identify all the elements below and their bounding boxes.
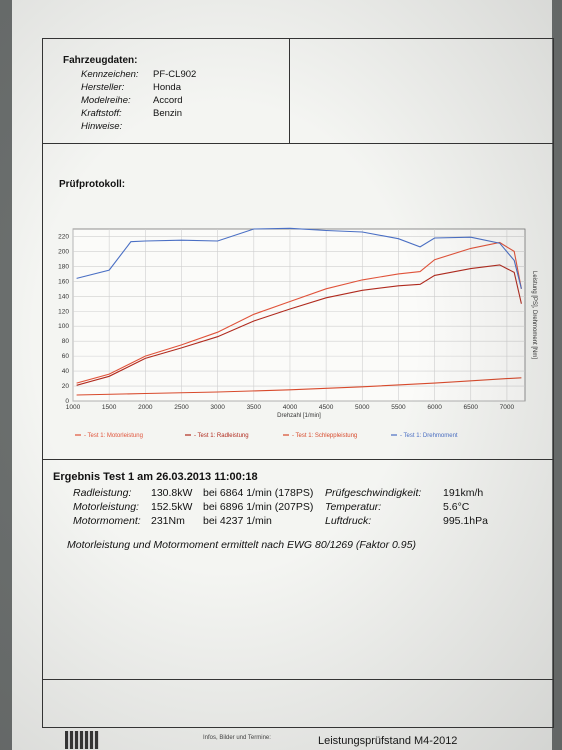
y-tick-label: 160 [58,278,69,285]
y-tick-label: 60 [62,353,70,360]
vehicle-value: Benzin [153,108,183,119]
section-divider [43,143,553,144]
protocol-frame: Fahrzeugdaten: Kennzeichen: PF-CL902 Hers… [42,38,554,749]
vehicle-label: Hersteller: [81,82,125,93]
result-value: 152.5kW [151,501,193,513]
result-row-right: Prüfgeschwindigkeit: 191km/h [325,487,483,499]
result-row: Motorleistung: 152.5kW bei 6896 1/min (207… [73,501,313,513]
result-value: 231Nm [151,515,185,527]
vehicle-label: Kennzeichen: [81,69,139,80]
result-label: Prüfgeschwindigkeit: [325,487,422,499]
result-value: 995.1hPa [443,515,488,527]
document-page: Fahrzeugdaten: Kennzeichen: PF-CL902 Hers… [12,0,554,750]
protocol-title: Prüfprotokoll: [59,179,126,190]
result-value: 5.6°C [443,501,470,513]
result-value: 130.8kW [151,487,193,499]
x-tick-label: 7000 [500,404,515,411]
footer-title: Leistungsprüfstand M4-2012 [318,735,458,747]
x-tick-label: 2000 [138,404,153,411]
x-tick-label: 6500 [464,404,479,411]
legend-entry: - Test 1: Motorleistung [84,433,143,439]
dyno-chart: 0 20 40 60 80 100 120 140 160 180 200 220 1000 1500 20… [58,227,537,439]
x-tick-label: 1000 [66,404,81,411]
y-tick-label: 220 [58,233,69,240]
y-tick-label: 120 [58,308,69,315]
x-axis-label: Drehzahl [1/min] [277,413,321,419]
series-line [76,241,522,384]
x-tick-label: 6000 [427,404,442,411]
vehicle-row: Modelreihe: Accord [81,95,183,106]
section-divider [43,459,553,460]
vehicle-value: Accord [153,95,183,106]
y-tick-label: 40 [62,368,70,375]
legend-entry: - Test 1: Schleppleistung [292,433,357,439]
x-tick-label: 5000 [355,404,370,411]
result-at: bei 4237 1/min [203,515,272,527]
x-tick-label: 1500 [102,404,117,411]
brand-logo [65,731,99,749]
result-row: Motormoment: 231Nm bei 4237 1/min [73,515,272,527]
vehicle-row: Kennzeichen: PF-CL902 [81,69,196,80]
result-row: Radleistung: 130.8kW bei 6864 1/min (178PS… [73,487,313,499]
header-divider [289,39,290,143]
norm-note: Motorleistung und Motormoment ermittelt … [67,539,416,551]
result-label: Motormoment: [73,515,141,527]
vehicle-row: Kraftstoff: Benzin [81,108,182,119]
x-tick-label: 4000 [283,404,298,411]
result-at: bei 6896 1/min (207PS) [203,501,314,513]
vehicle-label: Kraftstoff: [81,108,122,119]
result-value: 191km/h [443,487,484,499]
result-title: Ergebnis Test 1 am 26.03.2013 11:00:18 [53,471,258,483]
vehicle-value: Honda [153,82,181,93]
y-tick-label: 80 [62,338,70,345]
x-tick-label: 5500 [391,404,406,411]
vehicle-data-title: Fahrzeugdaten: [63,55,138,66]
x-tick-label: 2500 [174,404,189,411]
footer-info: Infos, Bilder und Termine: [203,735,271,741]
result-at: bei 6864 1/min (178PS) [203,487,314,499]
y-axis-label: Leistung [PS], Drehmoment [Nm] [531,271,537,359]
y-tick-label: 140 [58,293,69,300]
series-line [76,227,522,289]
plot-area [72,228,526,402]
result-row-right: Luftdruck: 995.1hPa [325,515,488,527]
x-tick-label: 4500 [319,404,334,411]
result-row-right: Temperatur: 5.6°C [325,501,469,513]
legend-entry: - Test 1: Drehmoment [400,433,458,439]
x-tick-label: 3000 [210,404,225,411]
series-line [76,377,522,396]
legend-entry: - Test 1: Radleistung [194,433,249,439]
vehicle-label: Hinweise: [81,121,123,132]
y-tick-label: 180 [58,263,69,270]
vehicle-row: Hersteller: Honda [81,82,181,93]
vehicle-label: Modelreihe: [81,95,131,106]
result-label: Temperatur: [325,501,382,513]
section-divider [43,679,553,680]
y-tick-label: 200 [58,248,69,255]
y-tick-label: 0 [65,398,69,405]
vehicle-row: Hinweise: [81,121,153,132]
y-tick-label: 100 [58,323,69,330]
result-label: Motorleistung: [73,501,139,513]
result-label: Radleistung: [73,487,132,499]
y-tick-label: 20 [62,383,70,390]
vehicle-value: PF-CL902 [153,69,197,80]
result-label: Luftdruck: [325,515,372,527]
series-line [76,264,522,386]
x-tick-label: 3500 [247,404,262,411]
